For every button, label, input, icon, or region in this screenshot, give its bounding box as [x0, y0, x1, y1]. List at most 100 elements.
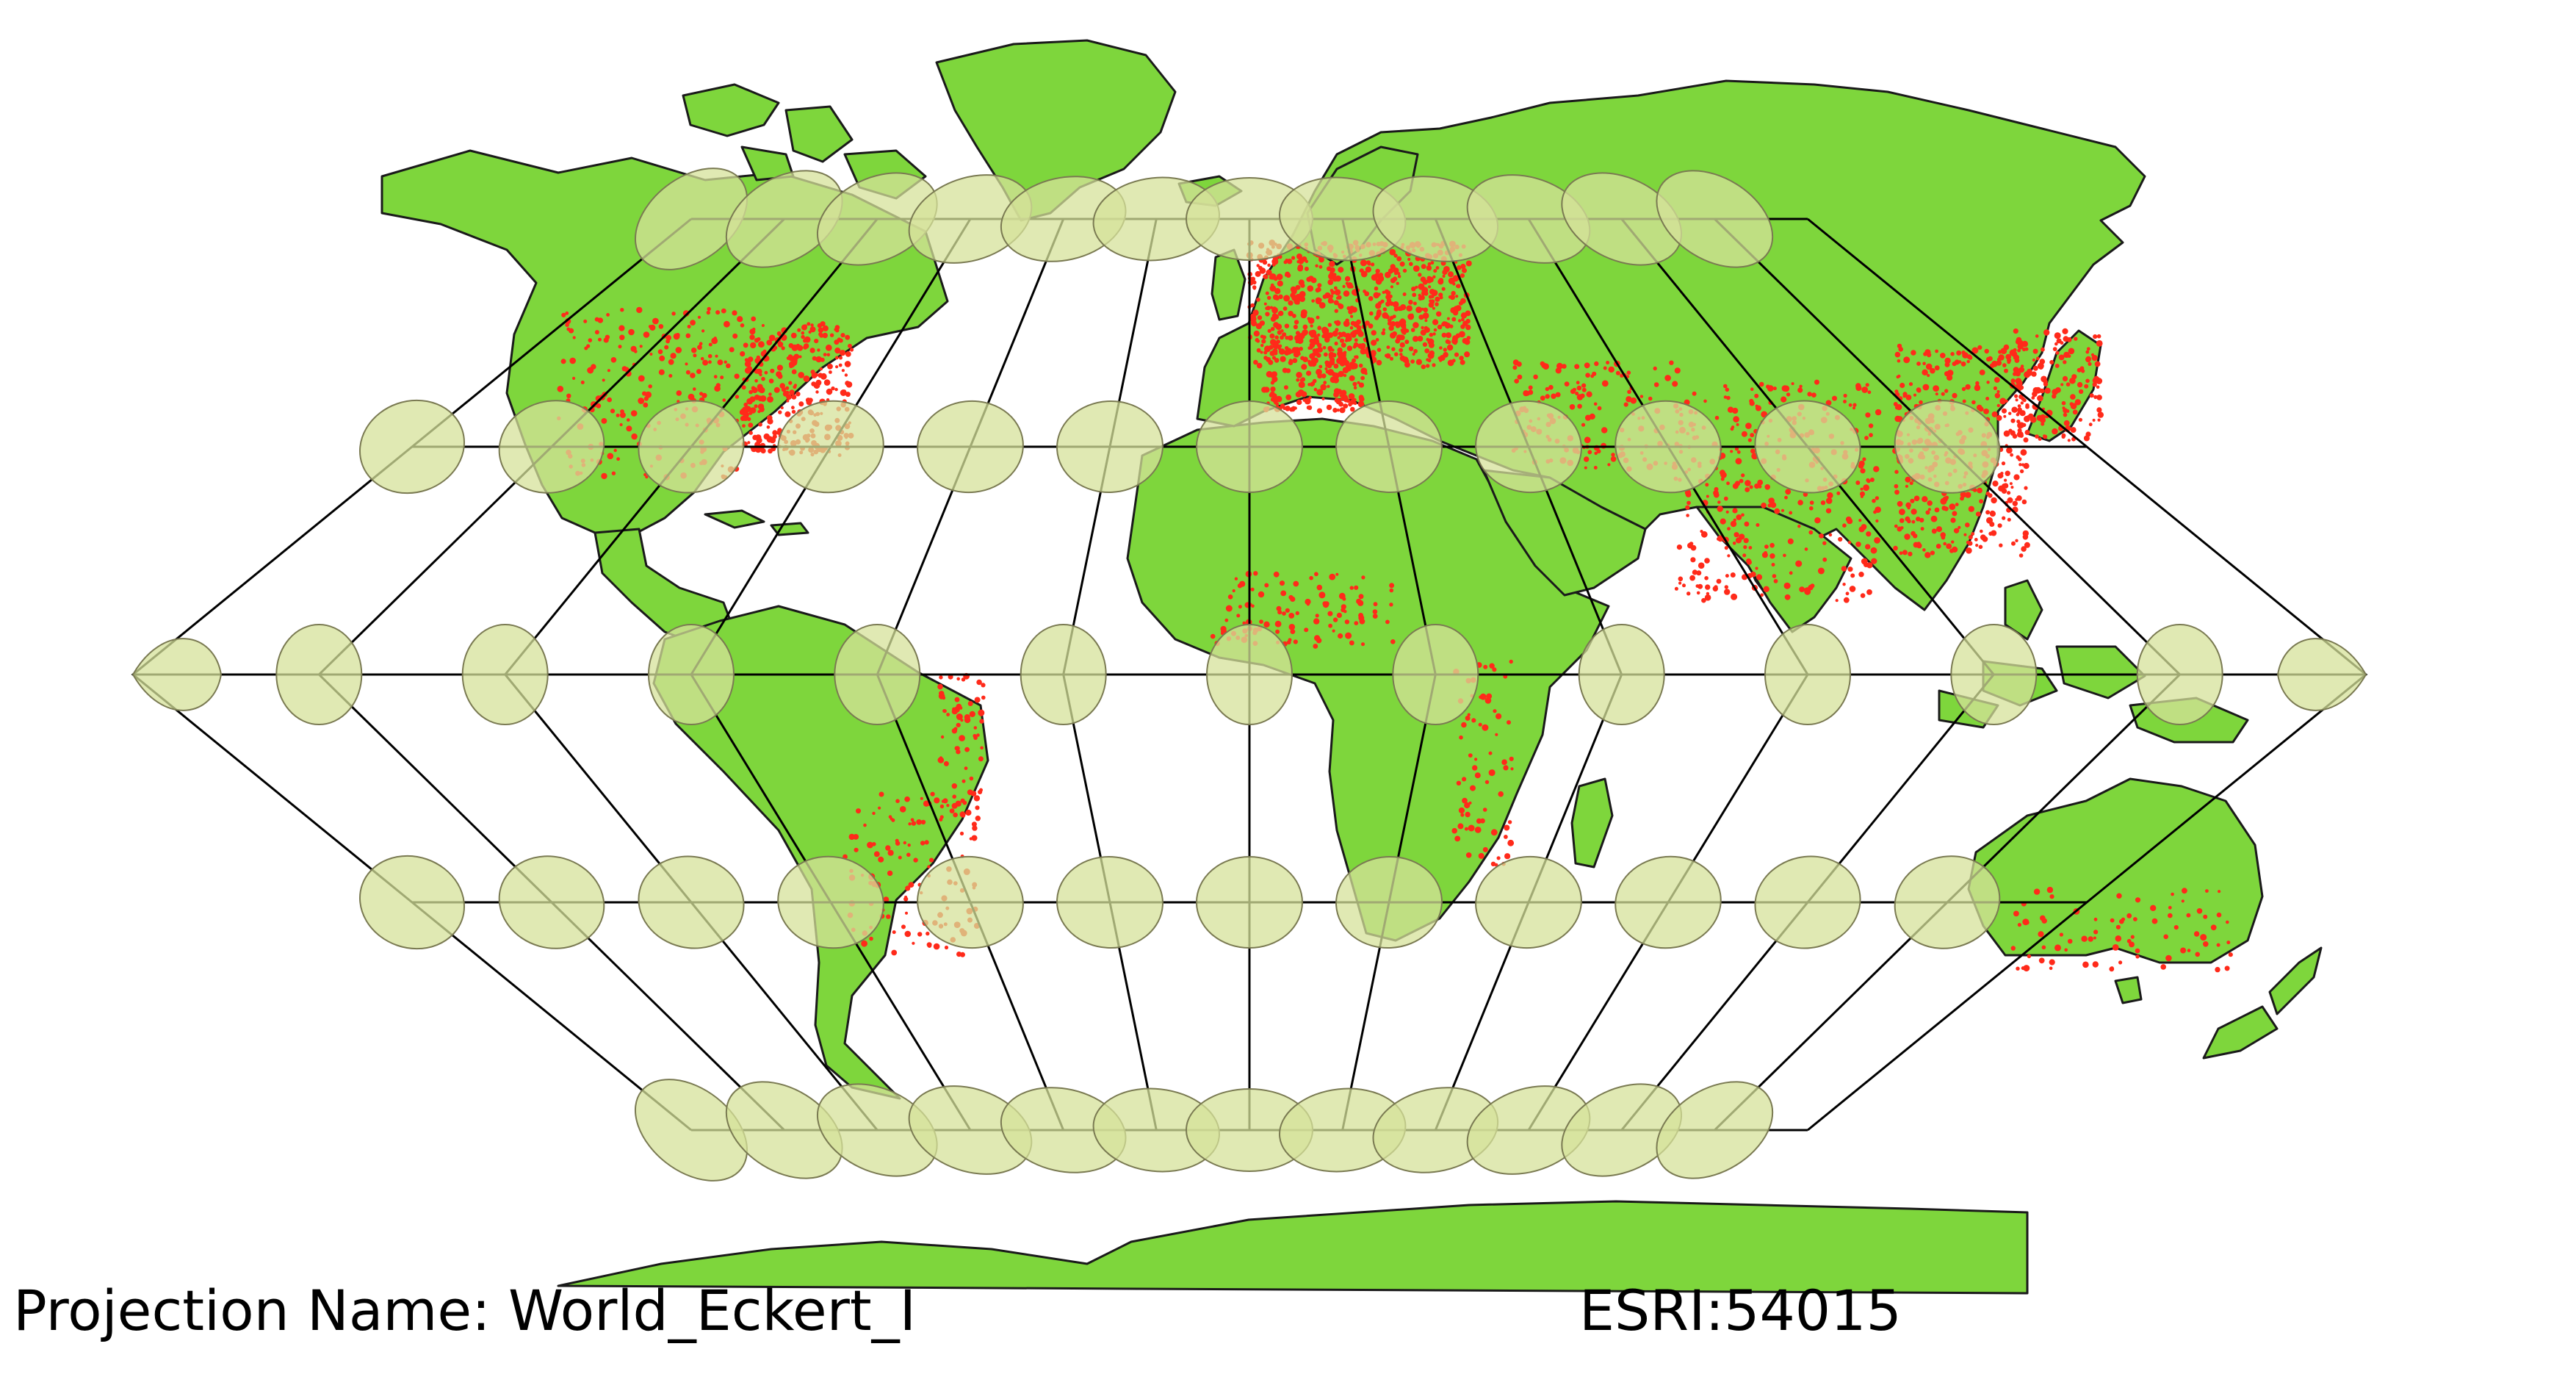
- populated-place-dot: [729, 347, 735, 353]
- populated-place-dot: [693, 353, 697, 358]
- populated-place-dot: [953, 727, 958, 731]
- populated-place-dot: [1264, 583, 1269, 588]
- populated-place-dot: [1391, 347, 1396, 351]
- populated-place-dot: [838, 338, 843, 343]
- populated-place-dot: [1847, 567, 1853, 572]
- populated-place-dot: [1349, 640, 1354, 645]
- populated-place-dot: [1322, 345, 1327, 350]
- tasmania: [2114, 976, 2143, 1004]
- populated-place-dot: [657, 349, 663, 355]
- tissot-indicatrix: [638, 400, 745, 494]
- populated-place-dot: [1423, 307, 1429, 313]
- populated-place-dot: [1327, 279, 1334, 285]
- populated-place-dot: [700, 356, 704, 361]
- populated-place-dot: [2021, 966, 2025, 971]
- populated-place-dot: [1838, 536, 1843, 542]
- populated-place-dot: [905, 911, 908, 915]
- populated-place-dot: [1333, 363, 1339, 369]
- populated-place-dot: [1410, 359, 1415, 364]
- populated-place-dot: [1295, 339, 1299, 344]
- populated-place-dot: [1861, 524, 1867, 530]
- populated-place-dot: [1397, 274, 1401, 278]
- populated-place-dot: [2010, 378, 2016, 384]
- tissot-indicatrix: [725, 1081, 843, 1179]
- populated-place-dot: [2116, 893, 2122, 899]
- populated-place-dot: [2078, 417, 2082, 422]
- populated-place-dot: [1985, 492, 1991, 496]
- populated-place-dot: [1234, 577, 1238, 580]
- populated-place-dot: [2163, 934, 2168, 940]
- populated-place-dot: [2218, 890, 2221, 893]
- tissot-indicatrix: [1754, 855, 1861, 949]
- populated-place-dot: [1757, 479, 1764, 486]
- populated-place-dot: [2066, 382, 2071, 386]
- populated-place-dot: [1977, 487, 1983, 494]
- populated-place-dot: [1971, 347, 1979, 354]
- populated-place-dot: [1225, 605, 1233, 612]
- populated-place-dot: [665, 334, 671, 341]
- populated-place-dot: [1301, 309, 1307, 316]
- populated-place-dot: [611, 471, 616, 475]
- populated-place-dot: [2203, 941, 2209, 947]
- populated-place-dot: [1755, 567, 1758, 570]
- populated-place-dot: [1458, 807, 1465, 814]
- populated-place-dot: [1358, 363, 1363, 368]
- populated-place-dot: [1312, 378, 1317, 384]
- populated-place-dot: [1382, 290, 1385, 294]
- populated-place-dot: [748, 356, 754, 362]
- populated-place-dot: [1705, 584, 1711, 590]
- populated-place-dot: [2168, 913, 2173, 918]
- populated-place-dot: [1404, 339, 1410, 345]
- populated-place-dot: [1875, 409, 1882, 416]
- populated-place-dot: [2021, 499, 2027, 505]
- populated-place-dot: [1301, 391, 1307, 398]
- populated-place-dot: [1389, 583, 1395, 589]
- populated-place-dot: [1875, 496, 1880, 500]
- populated-place-dot: [1443, 348, 1448, 352]
- populated-place-dot: [1334, 398, 1340, 403]
- populated-place-dot: [2115, 935, 2122, 942]
- populated-place-dot: [804, 336, 811, 343]
- populated-place-dot: [2082, 961, 2089, 968]
- tissot-indicatrix: [917, 855, 1024, 949]
- populated-place-dot: [820, 321, 826, 327]
- populated-place-dot: [2160, 964, 2166, 970]
- populated-place-dot: [1390, 321, 1396, 327]
- populated-place-dot: [1317, 333, 1321, 337]
- populated-place-dot: [749, 334, 755, 340]
- populated-place-dot: [1944, 357, 1951, 364]
- populated-place-dot: [1907, 519, 1911, 524]
- populated-place-dot: [1342, 408, 1346, 411]
- populated-place-dot: [1330, 299, 1335, 303]
- populated-place-dot: [813, 382, 820, 389]
- populated-place-dot: [2020, 401, 2024, 405]
- populated-place-dot: [2092, 382, 2097, 387]
- populated-place-dot: [1572, 387, 1577, 392]
- populated-place-dot: [2031, 371, 2037, 377]
- populated-place-dot: [888, 815, 892, 819]
- populated-place-dot: [639, 345, 643, 348]
- populated-place-dot: [1305, 259, 1309, 263]
- populated-place-dot: [1749, 485, 1753, 489]
- populated-place-dot: [1327, 345, 1333, 351]
- populated-place-dot: [2049, 966, 2053, 971]
- populated-place-dot: [2005, 399, 2008, 403]
- populated-place-dot: [773, 386, 780, 393]
- populated-place-dot: [621, 366, 627, 372]
- populated-place-dot: [1904, 533, 1911, 540]
- populated-place-dot: [1997, 472, 2003, 479]
- populated-place-dot: [1432, 275, 1436, 278]
- tissot-indicatrix: [2136, 624, 2223, 725]
- populated-place-dot: [2060, 341, 2064, 345]
- populated-place-dot: [1977, 345, 1982, 350]
- tissot-indicatrix: [498, 400, 605, 494]
- populated-place-dot: [1545, 394, 1550, 399]
- populated-place-dot: [572, 336, 576, 339]
- populated-place-dot: [1971, 400, 1976, 405]
- populated-place-dot: [1333, 373, 1340, 379]
- tissot-indicatrix: [1764, 624, 1851, 725]
- populated-place-dot: [767, 396, 773, 403]
- populated-place-dot: [1294, 320, 1299, 325]
- populated-place-dot: [1940, 353, 1946, 359]
